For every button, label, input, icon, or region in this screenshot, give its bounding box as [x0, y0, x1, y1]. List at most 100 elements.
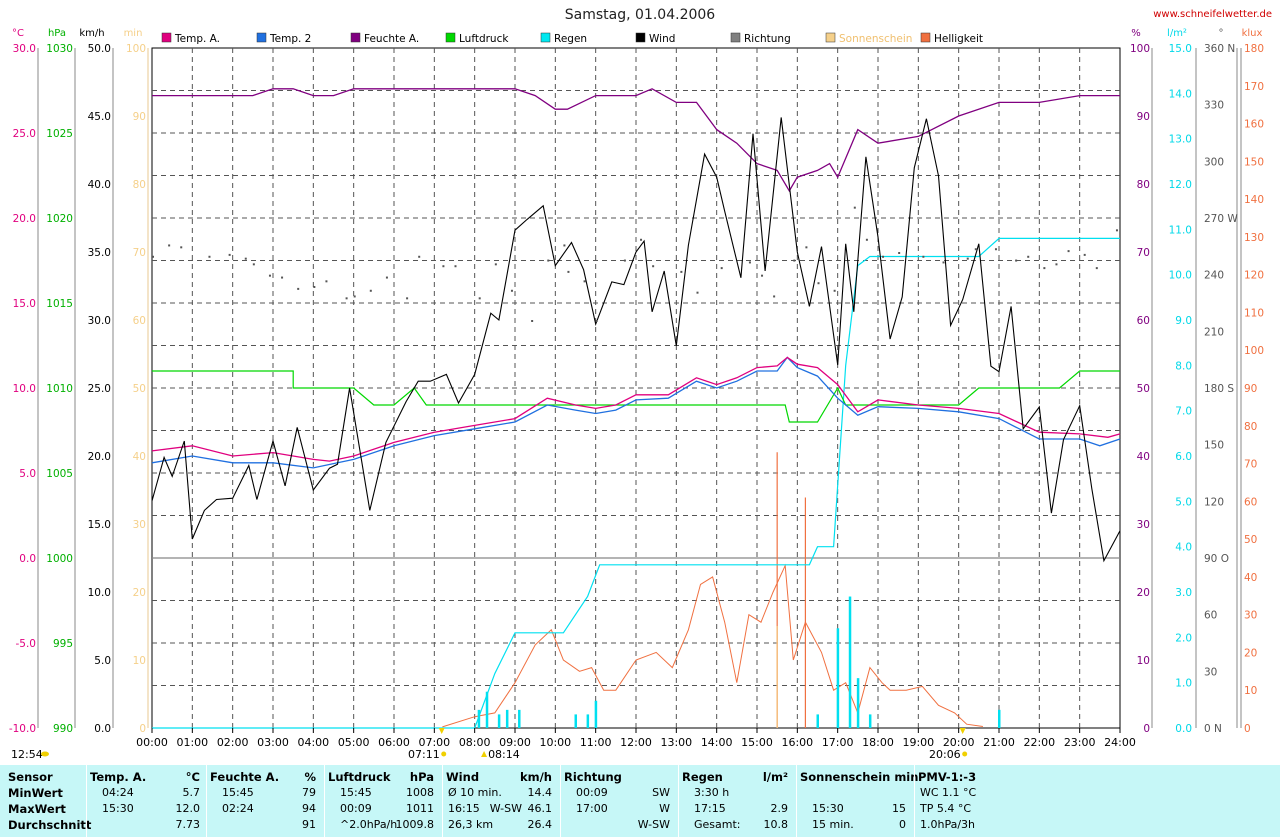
- wind-tick-label: 0.0: [94, 723, 111, 735]
- pressure-tick-label: 1010: [46, 383, 73, 395]
- direction-point: [805, 246, 808, 249]
- rain-tick-label: 15.0: [1169, 43, 1192, 55]
- direction-point: [865, 238, 868, 241]
- temp-tick-label: 10.0: [13, 383, 36, 395]
- direction-point: [583, 280, 586, 283]
- rain-bar: [848, 596, 852, 728]
- direction-point: [418, 255, 421, 258]
- sunshine-tick-label: 90: [133, 111, 146, 123]
- rain-bar: [586, 714, 590, 728]
- legend-swatch: [825, 32, 836, 43]
- stats-value: 1.0hPa/3h: [920, 818, 976, 831]
- wind-tick-label: 25.0: [88, 383, 111, 395]
- direction-point: [1083, 253, 1086, 256]
- direction-point: [313, 286, 316, 288]
- rain-bar: [998, 709, 1001, 728]
- wind-tick-label: 50.0: [88, 43, 111, 55]
- sunshine-tick-label: 10: [133, 655, 146, 667]
- stats-value: 14.4: [527, 786, 553, 799]
- stats-value: 12.0: [175, 802, 201, 815]
- direction-point: [942, 261, 945, 264]
- direction-tick-label: 180 S: [1204, 383, 1234, 395]
- brightness-tick-label: 0: [1244, 723, 1251, 735]
- stats-column-divider: [206, 765, 207, 837]
- rain-tick-label: 9.0: [1175, 315, 1192, 327]
- x-tick-label: 22:00: [1023, 736, 1055, 749]
- stats-value: 1008: [406, 786, 434, 799]
- stats-value: 15:30: [102, 802, 134, 815]
- cursor-time-label: 12:54: [11, 748, 43, 761]
- rain-tick-label: 3.0: [1175, 587, 1192, 599]
- rain-tick-label: 4.0: [1175, 542, 1192, 554]
- direction-point: [442, 265, 445, 268]
- stats-value: 7.73: [175, 818, 201, 831]
- wind-tick-label: 10.0: [88, 587, 111, 599]
- direction-point: [652, 265, 655, 268]
- temp-tick-label: -5.0: [16, 638, 37, 650]
- stats-column-divider: [560, 765, 561, 837]
- brightness-tick-label: 110: [1244, 307, 1264, 319]
- rain-bar: [505, 709, 509, 728]
- rain-bar: [477, 709, 481, 728]
- direction-point: [252, 263, 255, 266]
- legend-swatch: [920, 32, 931, 43]
- humidity-tick-label: 0: [1143, 723, 1150, 735]
- stats-value: 15:45: [222, 786, 254, 799]
- brightness-tick-label: 50: [1244, 534, 1257, 546]
- rain-tick-label: 6.0: [1175, 451, 1192, 463]
- x-tick-label: 21:00: [983, 736, 1015, 749]
- chart-legend: Temp. A. Temp. 2 Feuchte A. Luftdruck Regen W…: [161, 32, 983, 45]
- direction-point: [793, 259, 796, 262]
- sunshine-tick-label: 70: [133, 247, 146, 259]
- direction-point: [696, 291, 699, 294]
- stats-col-unit: l/m²: [762, 770, 788, 784]
- site-link[interactable]: www.schneifelwetter.de: [1153, 9, 1272, 20]
- x-tick-label: 08:00: [459, 736, 491, 749]
- rain-tick-label: 10.0: [1169, 270, 1192, 282]
- direction-point: [1027, 255, 1030, 258]
- rain-tick-label: 12.0: [1169, 179, 1192, 191]
- direction-point: [817, 282, 820, 285]
- direction-point: [547, 259, 550, 262]
- humidity-tick-label: 30: [1137, 519, 1150, 531]
- rain-bar: [868, 714, 872, 728]
- legend-label: Helligkeit: [934, 33, 983, 45]
- temp-tick-label: 15.0: [13, 298, 36, 310]
- rain-tick-label: 2.0: [1175, 632, 1192, 644]
- direction-point: [454, 265, 457, 268]
- stats-value: 5.7: [182, 786, 201, 799]
- legend-label: Regen: [554, 33, 587, 45]
- legend-swatch: [635, 32, 646, 43]
- direction-tick-label: 330: [1204, 100, 1224, 112]
- direction-point: [268, 274, 271, 277]
- direction-point: [369, 289, 372, 292]
- x-tick-label: 15:00: [741, 736, 773, 749]
- brightness-tick-label: 150: [1244, 156, 1264, 168]
- stats-value: 15: [892, 802, 906, 815]
- humidity-tick-label: 90: [1137, 111, 1150, 123]
- direction-point: [994, 248, 997, 251]
- direction-point: [208, 255, 211, 258]
- direction-point: [748, 261, 751, 264]
- humidity-tick-label: 20: [1137, 587, 1150, 599]
- direction-point: [563, 244, 566, 247]
- direction-point: [623, 259, 626, 262]
- rain-bar: [816, 714, 819, 728]
- stats-value: WC 1.1 °C: [920, 786, 977, 799]
- sunshine-tick-label: 80: [133, 179, 146, 191]
- humidity-tick-label: 60: [1137, 315, 1150, 327]
- direction-point: [297, 287, 300, 290]
- sunshine-tick-label: 40: [133, 451, 146, 463]
- humidity-tick-label: 50: [1137, 383, 1150, 395]
- rain-tick-label: 14.0: [1169, 88, 1192, 100]
- direction-point: [353, 295, 356, 298]
- rain-tick-label: 13.0: [1169, 134, 1192, 146]
- legend-label: Wind: [649, 33, 675, 45]
- wind-tick-label: 30.0: [88, 315, 111, 327]
- stats-table: Sensor MinWert MaxWert Durchschnitt Temp. A.…: [0, 765, 1280, 837]
- pressure-line: [152, 370, 1120, 423]
- sunshine-tick-label: 0: [139, 723, 146, 735]
- brightness-tick-label: 90: [1244, 383, 1257, 395]
- direction-point: [720, 267, 723, 270]
- stats-row-label: MaxWert: [8, 802, 66, 816]
